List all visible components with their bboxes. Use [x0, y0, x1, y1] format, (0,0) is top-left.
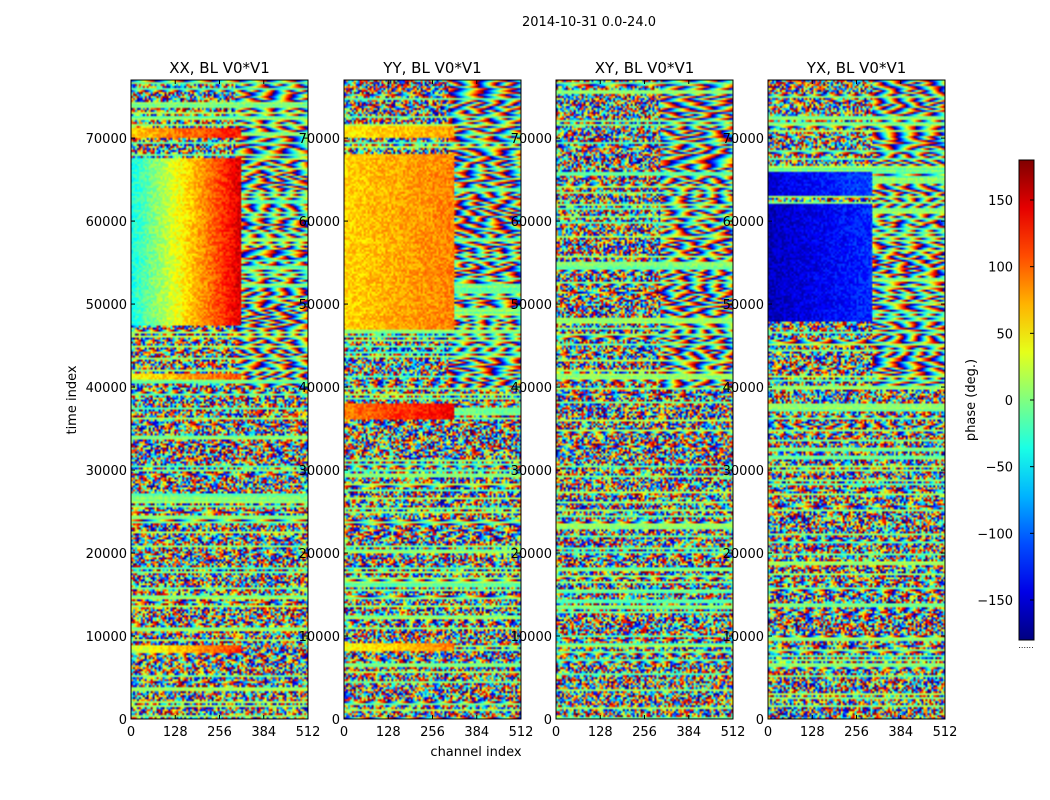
y-tick-label: 30000: [86, 464, 127, 479]
y-tick-label: 20000: [511, 547, 552, 562]
x-tick-label: 384: [888, 725, 913, 740]
x-tick-label: 384: [251, 725, 276, 740]
y-tick-label: 40000: [299, 381, 340, 396]
panel-title: YX, BL V0*V1: [806, 59, 907, 77]
x-tick-label: 0: [127, 725, 135, 740]
x-tick-label: 0: [340, 725, 348, 740]
y-tick-label: 0: [544, 713, 552, 728]
y-tick-label: 30000: [723, 464, 764, 479]
x-tick-label: 128: [588, 725, 613, 740]
colorbar-tick-label: −50: [986, 461, 1013, 476]
panel-0: XX, BL V0*V1 0 128 256 384 512 0 10000 20000 3000…: [86, 59, 321, 740]
x-tick-label: 256: [207, 725, 232, 740]
panel-title: YY, BL V0*V1: [382, 59, 481, 77]
y-tick-label: 50000: [723, 298, 764, 313]
panel-title: XY, BL V0*V1: [595, 59, 695, 77]
colorbar-tick-label: 100: [988, 261, 1013, 276]
y-tick-label: 0: [332, 713, 340, 728]
y-tick-label: 50000: [299, 298, 340, 313]
y-tick-label: 40000: [511, 381, 552, 396]
x-tick-label: 512: [721, 725, 746, 740]
x-tick-label: 256: [632, 725, 657, 740]
y-tick-label: 70000: [86, 132, 127, 147]
y-tick-label: 70000: [299, 132, 340, 147]
y-tick-label: 10000: [511, 630, 552, 645]
x-tick-label: 384: [676, 725, 701, 740]
colorbar-tick-label: −100: [977, 527, 1013, 542]
y-tick-label: 30000: [299, 464, 340, 479]
y-tick-label: 0: [756, 713, 764, 728]
y-tick-label: 60000: [299, 215, 340, 230]
x-tick-label: 128: [376, 725, 401, 740]
x-tick-label: 0: [552, 725, 560, 740]
heatmap-image: [556, 80, 733, 719]
colorbar-label: phase (deg.): [964, 359, 979, 441]
x-tick-label: 512: [296, 725, 321, 740]
heatmap-image: [768, 80, 945, 719]
y-tick-label: 40000: [723, 381, 764, 396]
y-tick-label: 20000: [723, 547, 764, 562]
x-tick-label: 128: [800, 725, 825, 740]
y-tick-label: 10000: [723, 630, 764, 645]
y-tick-label: 50000: [86, 298, 127, 313]
colorbar-tick-label: 50: [996, 327, 1013, 342]
colorbar-tick-label: 0: [1005, 394, 1013, 409]
x-tick-label: 128: [163, 725, 188, 740]
x-tick-label: 256: [844, 725, 869, 740]
y-tick-label: 60000: [723, 215, 764, 230]
x-tick-label: 512: [933, 725, 958, 740]
y-tick-label: 70000: [723, 132, 764, 147]
x-tick-label: 512: [509, 725, 534, 740]
panel-title: XX, BL V0*V1: [169, 59, 270, 77]
y-tick-label: 10000: [86, 630, 127, 645]
x-tick-label: 0: [764, 725, 772, 740]
y-tick-label: 20000: [86, 547, 127, 562]
y-tick-label: 50000: [511, 298, 552, 313]
y-tick-label: 60000: [511, 215, 552, 230]
x-tick-label: 384: [464, 725, 489, 740]
y-tick-label: 70000: [511, 132, 552, 147]
y-tick-label: 10000: [299, 630, 340, 645]
colorbar-note: ......: [1018, 641, 1033, 650]
colorbar-tick-label: −150: [977, 594, 1013, 609]
figure-title: 2014-10-31 0.0-24.0: [522, 15, 656, 30]
y-tick-label: 0: [119, 713, 127, 728]
heatmap-image: [344, 80, 521, 719]
y-axis-label: time index: [65, 365, 80, 434]
y-tick-label: 30000: [511, 464, 552, 479]
y-tick-label: 60000: [86, 215, 127, 230]
colorbar: −150 −100 −50 0 50 100 150: [977, 159, 1035, 641]
y-tick-label: 20000: [299, 547, 340, 562]
x-tick-label: 256: [420, 725, 445, 740]
panel-3: YX, BL V0*V1 0 128 256 384 512 0 10000 20000 3000…: [723, 59, 958, 740]
panel-2: XY, BL V0*V1 0 128 256 384 512 0 10000 20000 3000…: [511, 59, 746, 740]
heatmap-image: [131, 80, 308, 719]
colorbar-tick-label: 150: [988, 194, 1013, 209]
y-tick-label: 40000: [86, 381, 127, 396]
x-axis-label: channel index: [430, 745, 521, 760]
panel-1: YY, BL V0*V1 0 128 256 384 512 0 10000 20000 3000…: [299, 59, 534, 740]
heatmap-panels: XX, BL V0*V1 0 128 256 384 512 0 10000 20000 3000…: [86, 59, 958, 740]
